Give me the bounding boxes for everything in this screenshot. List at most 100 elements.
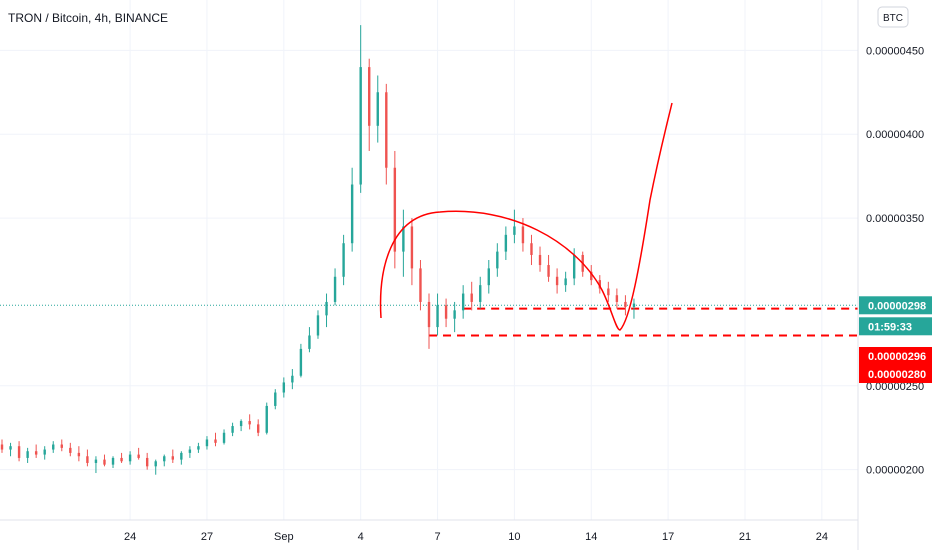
candle-body: [487, 268, 490, 286]
currency-label: BTC: [883, 13, 903, 24]
time-tick-label: 7: [434, 531, 440, 543]
candle: [111, 456, 115, 468]
candle-body: [128, 454, 132, 462]
level-b-badge: 0.00000280: [859, 365, 932, 383]
level-b-badge-bg: [859, 365, 932, 383]
candle: [77, 446, 81, 462]
candle-body: [291, 375, 294, 383]
candle-body: [154, 461, 157, 467]
price-tick-label: 0.00000450: [866, 45, 924, 57]
price-tick-label: 0.00000350: [866, 213, 924, 225]
candle-body: [248, 421, 251, 425]
candle-body: [572, 254, 576, 279]
candle-body: [197, 446, 200, 450]
candle-body: [521, 226, 525, 244]
candle-body: [163, 456, 166, 462]
candle: [137, 447, 140, 460]
candle: [282, 377, 286, 398]
candle: [393, 150, 397, 269]
candle: [128, 451, 132, 465]
candle: [368, 58, 371, 151]
price-badges: 0.00000298 01:59:33 0.00000296 0.00000280: [859, 296, 932, 383]
candle: [222, 429, 226, 445]
time-tick-label: 21: [739, 531, 751, 543]
candle-body: [86, 456, 89, 463]
candle: [17, 441, 21, 462]
time-tick-label: Sep: [274, 531, 294, 543]
candle-body: [257, 424, 260, 433]
candle: [291, 369, 294, 390]
candle: [316, 310, 320, 339]
candle-body: [547, 265, 550, 277]
candle: [513, 209, 516, 244]
horizontal-level-drawings[interactable]: [429, 307, 858, 337]
candle-body: [368, 67, 371, 126]
countdown-badge-bg: [859, 317, 932, 336]
candle-body: [453, 310, 456, 319]
candle: [359, 25, 362, 193]
candle: [419, 260, 422, 311]
candle: [180, 451, 183, 465]
candle-body: [436, 305, 439, 328]
candle-body: [60, 444, 63, 448]
candle-body: [632, 303, 636, 307]
candle: [231, 422, 234, 437]
candle-body: [590, 271, 593, 281]
candle-body: [555, 276, 559, 286]
candle: [624, 295, 627, 316]
time-tick-label: 14: [585, 531, 597, 543]
candle-body: [43, 449, 46, 455]
candle: [564, 271, 567, 292]
level-b-badge-text: 0.00000280: [868, 369, 926, 381]
candle: [248, 414, 251, 430]
candle-body: [94, 459, 98, 463]
candle-body: [231, 426, 234, 433]
cup-projection-drawing[interactable]: [379, 102, 673, 331]
candle-body: [0, 444, 4, 450]
candle: [461, 285, 465, 319]
candle: [325, 293, 328, 328]
candle-body: [171, 456, 174, 460]
candle: [308, 327, 311, 353]
candle: [188, 446, 192, 458]
candle: [590, 265, 593, 286]
candle: [496, 243, 499, 277]
candle: [69, 442, 72, 457]
candle: [52, 441, 55, 453]
price-axis[interactable]: 0.00000450 0.00000400 0.00000350 0.00000250…: [866, 45, 924, 476]
candle-body: [137, 454, 140, 458]
candle-body: [342, 243, 345, 277]
candle-body: [214, 439, 217, 443]
currency-button[interactable]: BTC: [877, 6, 909, 28]
candle: [60, 439, 63, 452]
candle-body: [419, 268, 422, 302]
candle-body: [376, 92, 379, 126]
candle-body: [282, 382, 286, 393]
last-price-badge: 0.00000298: [859, 296, 932, 315]
countdown-badge-text: 01:59:33: [868, 321, 912, 333]
candle: [607, 281, 610, 302]
time-tick-label: 4: [358, 531, 364, 543]
candle: [538, 246, 542, 272]
candle: [555, 268, 559, 294]
candle-body: [496, 251, 499, 269]
candle: [453, 301, 456, 333]
candle-body: [402, 226, 405, 252]
candle: [257, 419, 260, 437]
candle: [94, 456, 98, 474]
candle: [43, 446, 46, 460]
candle-body: [316, 315, 320, 336]
candle-body: [299, 348, 303, 376]
level-a-badge-bg: [859, 347, 932, 365]
candle-body: [325, 301, 328, 316]
time-axis[interactable]: 24 27 Sep 4 7 10 14 17 21 24: [124, 531, 828, 543]
candle: [0, 439, 4, 453]
candle-body: [461, 293, 465, 311]
candle-body: [385, 92, 388, 168]
candle-body: [530, 243, 533, 255]
candle: [120, 452, 123, 463]
candle-body: [504, 234, 508, 252]
candle: [333, 268, 337, 306]
